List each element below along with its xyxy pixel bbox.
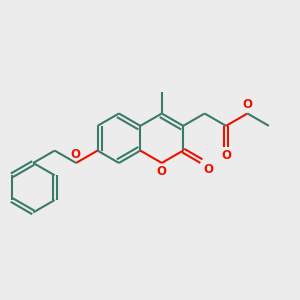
Text: O: O [242,98,253,111]
Text: O: O [204,164,214,176]
Text: O: O [70,148,80,160]
Text: O: O [156,165,166,178]
Text: O: O [222,148,232,162]
